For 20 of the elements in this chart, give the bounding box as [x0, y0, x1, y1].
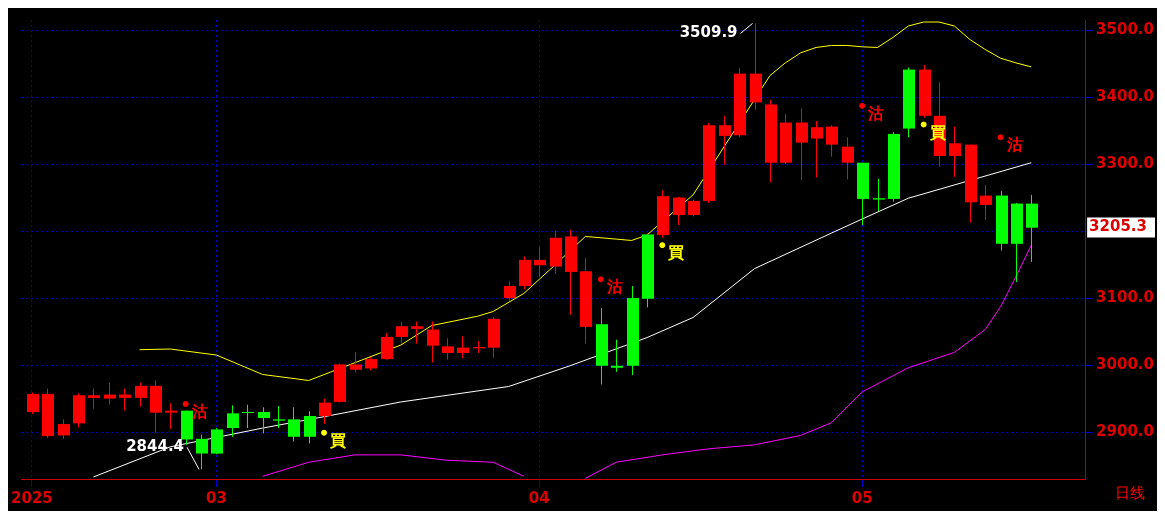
text: 3205.3	[1089, 217, 1148, 236]
text: 沽	[190, 402, 208, 422]
text: 沽	[606, 277, 623, 297]
annotation: 2844.4	[126, 437, 185, 456]
text: 沽	[868, 103, 885, 123]
y-tick-label: 3100.0	[1096, 287, 1155, 306]
text: 買	[668, 243, 685, 263]
annotation: 3509.9	[679, 23, 738, 42]
x-tick-label: 04	[528, 488, 550, 507]
x-tick-label: 2025	[11, 488, 53, 507]
text: 日线	[1115, 483, 1145, 502]
y-tick-label: 3300.0	[1096, 153, 1155, 172]
text: 沽	[1006, 135, 1023, 155]
x-tick-label: 03	[205, 488, 227, 507]
y-tick-label: 3400.0	[1096, 86, 1155, 105]
y-tick-label: 3500.0	[1096, 19, 1155, 38]
y-tick-label: 3000.0	[1096, 354, 1155, 373]
x-tick-label: 05	[851, 488, 873, 507]
y-tick-label: 2900.0	[1096, 421, 1155, 440]
text: 買	[329, 430, 347, 450]
